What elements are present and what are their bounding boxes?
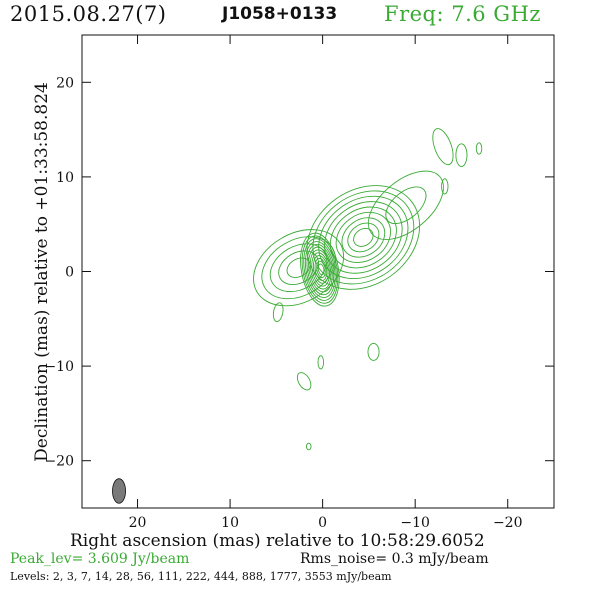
beam-layer xyxy=(112,478,126,504)
x-tick-label: 10 xyxy=(221,515,239,531)
x-tick-label: 20 xyxy=(129,515,147,531)
contour-jet-knot xyxy=(353,227,374,247)
contour-blob xyxy=(475,142,483,155)
contour-core xyxy=(309,249,332,290)
y-tick-label: −20 xyxy=(44,454,74,470)
contour-blob xyxy=(455,143,468,167)
rms-noise: Rms_noise= 0.3 mJy/beam xyxy=(300,551,489,567)
contour-outer-jet xyxy=(385,186,427,225)
y-tick-label: −10 xyxy=(44,359,74,375)
x-tick-label: −20 xyxy=(493,515,523,531)
y-axis-label: Declination (mas) relative to +01:33:58.… xyxy=(32,82,52,462)
contour-jet-knot xyxy=(318,195,409,280)
contour-jet-knot xyxy=(324,201,403,274)
contour-jet-knot xyxy=(329,206,397,269)
contour-jet-knot xyxy=(341,217,386,258)
contour-core xyxy=(311,252,330,287)
contour-inner-jet xyxy=(261,236,336,300)
contour-layer xyxy=(253,128,483,451)
contour-inner-jet xyxy=(269,243,328,293)
x-tick-label: −10 xyxy=(400,515,430,531)
contour-jet-knot xyxy=(306,185,421,290)
contour-inner-jet xyxy=(278,250,319,285)
contour-outer-jet xyxy=(367,170,444,240)
contour-jet-knot xyxy=(335,211,391,263)
contour-blob xyxy=(272,302,284,322)
observing-frequency: Freq: 7.6 GHz xyxy=(384,2,541,26)
restoring-beam xyxy=(112,478,126,504)
source-name: J1058+0133 xyxy=(222,4,338,24)
contour-blob xyxy=(305,442,312,451)
contour-levels: Levels: 2, 3, 7, 14, 28, 56, 111, 222, 4… xyxy=(10,570,392,583)
plot-frame xyxy=(81,34,555,509)
contour-core xyxy=(300,232,340,307)
contour-core xyxy=(303,238,337,301)
contour-blob xyxy=(296,372,312,391)
contour-blob xyxy=(367,342,380,361)
contour-blob xyxy=(441,178,449,195)
x-tick-label: 0 xyxy=(318,515,327,531)
contour-inner-jet xyxy=(253,229,345,307)
y-tick-label: 20 xyxy=(56,75,74,91)
contour-jet-knot xyxy=(347,222,380,253)
y-tick-label: 0 xyxy=(65,265,74,281)
x-axis-label: Right ascension (mas) relative to 10:58:… xyxy=(70,531,485,551)
y-tick-label: 10 xyxy=(56,170,74,186)
observation-date: 2015.08.27(7) xyxy=(10,2,167,26)
contour-blob xyxy=(317,355,325,370)
axes-layer: 20 10 0 −10 −20 20 10 0 −10 −20 xyxy=(44,35,554,531)
contour-jet-knot xyxy=(312,190,415,285)
contour-core xyxy=(314,257,328,281)
contour-blob xyxy=(432,128,454,166)
peak-level: Peak_lev= 3.609 Jy/beam xyxy=(10,551,190,567)
